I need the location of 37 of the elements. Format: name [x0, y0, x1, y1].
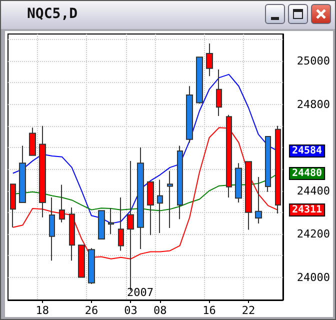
x-tick-label: 03 [124, 304, 138, 317]
data-label: 24311 [292, 204, 322, 216]
candlestick [19, 145, 26, 203]
y-tick-label: 24800 [296, 98, 330, 111]
candlestick [265, 136, 271, 192]
data-label: 24584 [292, 145, 322, 156]
candlestick [108, 208, 114, 235]
x-tick-label: 22 [242, 304, 256, 317]
candlestick [147, 181, 154, 236]
candlestick [206, 43, 213, 77]
y-tick-label: 25000 [296, 54, 330, 68]
candlestick [98, 210, 105, 240]
candlestick [49, 196, 55, 262]
annotation: 2007 [127, 286, 154, 299]
candlestick [255, 176, 262, 224]
candlestick [59, 184, 65, 223]
y-tick-label: 24000 [296, 270, 330, 284]
candlestick [235, 162, 242, 203]
y-tick-label: 24400 [296, 184, 330, 198]
x-tick-label: 26 [84, 304, 98, 317]
candlestick [196, 56, 203, 104]
x-tick-label: 08 [154, 304, 167, 317]
candlestick [177, 145, 183, 220]
candlestick [118, 196, 124, 252]
chart-title: NQC5,D [27, 6, 78, 22]
y-tick-label: 24200 [296, 228, 330, 241]
candlestick [186, 86, 193, 144]
x-tick-label: 18 [36, 304, 49, 317]
candlestick [137, 147, 144, 250]
candlestick [216, 68, 222, 116]
data-label: 24480 [292, 168, 322, 179]
x-tick-label: 16 [202, 304, 216, 317]
candlestick [29, 127, 36, 156]
candlestick [157, 179, 163, 234]
candlestick [167, 170, 173, 228]
candlestick [88, 248, 95, 284]
candlestick [245, 161, 252, 230]
